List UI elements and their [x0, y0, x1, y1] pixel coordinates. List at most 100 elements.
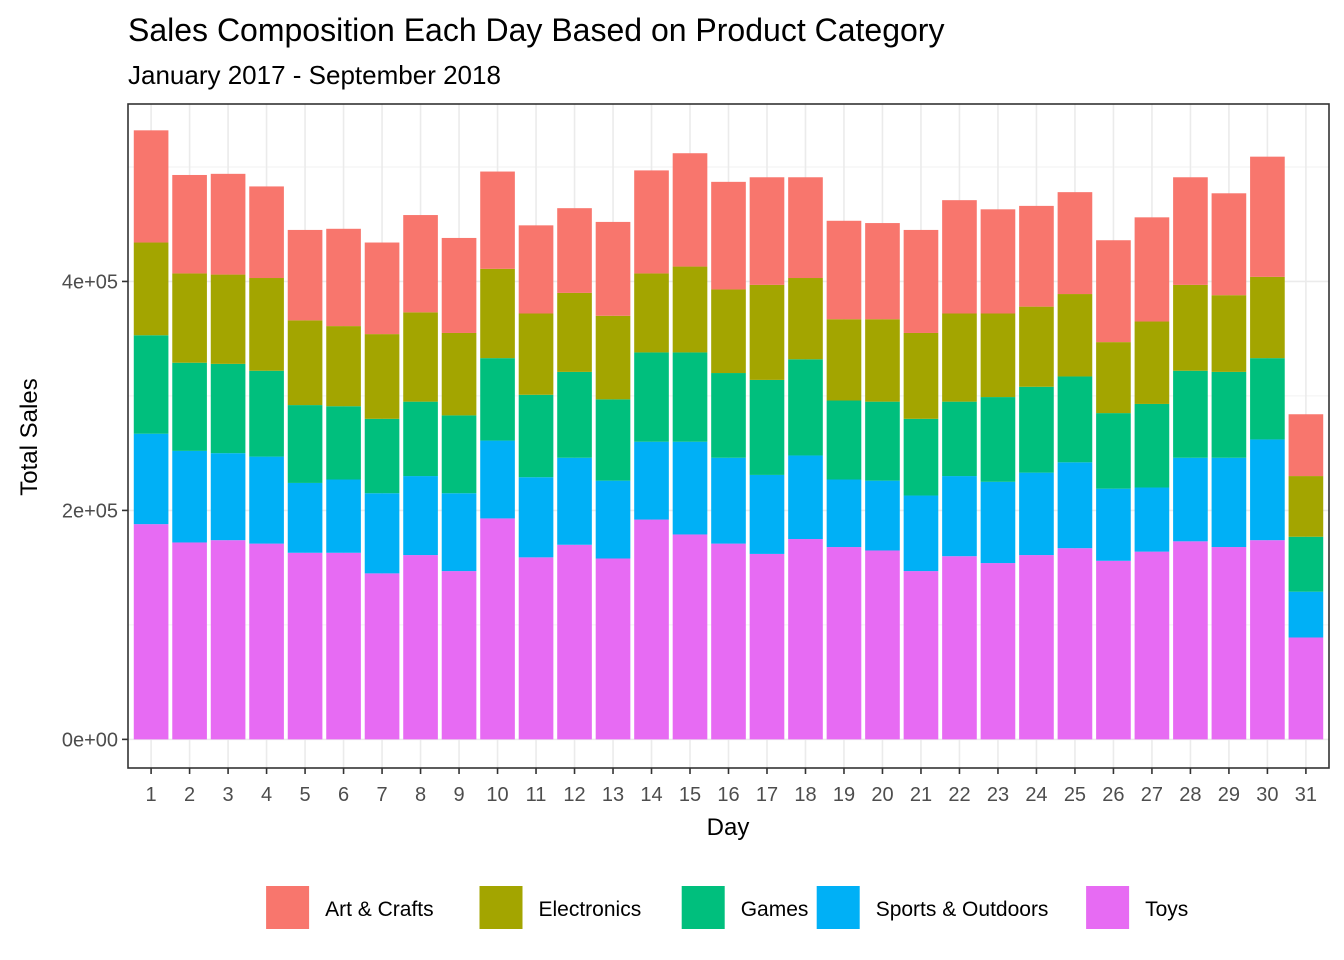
bar-segment — [403, 312, 438, 402]
bar-segment — [1057, 192, 1093, 295]
bar-segment — [210, 363, 246, 454]
bars-group — [133, 130, 1324, 740]
bar-segment — [249, 370, 284, 457]
bar-segment — [326, 406, 361, 480]
bar-segment — [287, 552, 323, 740]
bar-segment — [480, 358, 515, 441]
bar-segment — [403, 476, 438, 556]
bar-segment — [249, 278, 284, 371]
x-tick-label: 17 — [756, 784, 778, 806]
bar-segment — [441, 415, 477, 494]
bar-segment — [980, 313, 1016, 398]
bar-segment — [518, 394, 554, 478]
bar-segment — [287, 320, 323, 406]
bar-segment — [1057, 548, 1093, 740]
bar-segment — [557, 208, 592, 293]
bar-segment — [634, 273, 669, 353]
y-tick-label: 2e+05 — [62, 500, 118, 522]
bar-segment — [788, 359, 823, 456]
bar-segment — [1173, 457, 1208, 542]
bar-segment — [210, 173, 246, 275]
bar-segment — [403, 555, 438, 740]
x-tick-label: 23 — [987, 784, 1009, 806]
x-tick-label: 14 — [640, 784, 662, 806]
bar-segment — [557, 292, 592, 372]
bar-segment — [210, 274, 246, 364]
bar-segment — [711, 543, 746, 740]
x-tick-label: 25 — [1064, 784, 1086, 806]
bar-segment — [172, 450, 207, 543]
bar-segment — [942, 401, 977, 477]
bar-segment — [826, 220, 862, 320]
bar-segment — [749, 474, 785, 554]
bar-segment — [1173, 370, 1208, 458]
bar-segment — [364, 573, 400, 740]
y-axis-title: Total Sales — [16, 378, 43, 495]
legend-key — [816, 886, 860, 929]
x-tick-label: 4 — [261, 784, 272, 806]
bar-segment — [210, 453, 246, 541]
x-tick-label: 20 — [871, 784, 893, 806]
bar-segment — [980, 397, 1016, 482]
bar-segment — [1211, 457, 1247, 548]
bar-segment — [1173, 177, 1208, 285]
x-tick-label: 9 — [453, 784, 464, 806]
bar-segment — [133, 433, 169, 525]
bar-segment — [172, 362, 207, 451]
bar-segment — [1134, 487, 1170, 552]
bar-segment — [788, 177, 823, 279]
bar-segment — [172, 174, 207, 274]
bar-segment — [403, 215, 438, 313]
bar-segment — [672, 441, 708, 535]
bar-segment — [1019, 205, 1054, 307]
bar-segment — [1096, 342, 1131, 414]
bar-segment — [980, 563, 1016, 740]
bar-segment — [249, 456, 284, 544]
bar-segment — [441, 237, 477, 333]
x-tick-label: 8 — [415, 784, 426, 806]
bar-segment — [1019, 472, 1054, 556]
bar-segment — [172, 542, 207, 740]
bar-segment — [1057, 294, 1093, 377]
bar-segment — [1096, 560, 1131, 740]
bar-segment — [634, 441, 669, 520]
x-tick-label: 27 — [1141, 784, 1163, 806]
legend: Art & Crafts Electronics Games Sports & Out… — [266, 886, 1188, 929]
bar-segment — [133, 242, 169, 336]
legend-key — [479, 886, 523, 929]
bar-segment — [1057, 462, 1093, 549]
bar-segment — [1173, 284, 1208, 371]
bar-segment — [903, 571, 939, 740]
bar-segment — [1019, 306, 1054, 387]
x-tick-label: 1 — [146, 784, 157, 806]
legend-label: Electronics — [539, 898, 642, 921]
y-tick-label: 4e+05 — [62, 271, 118, 293]
bar-segment — [518, 557, 554, 740]
bar-segment — [865, 223, 900, 320]
bar-segment — [480, 171, 515, 269]
bar-segment — [1250, 276, 1285, 359]
bar-segment — [1057, 376, 1093, 463]
bar-segment — [672, 153, 708, 267]
legend-key — [266, 886, 310, 929]
bar-segment — [480, 440, 515, 519]
x-tick-label: 15 — [679, 784, 701, 806]
bar-segment — [326, 552, 361, 740]
bar-segment — [1134, 551, 1170, 740]
bar-segment — [903, 332, 939, 419]
bar-segment — [595, 315, 631, 400]
bar-segment — [326, 326, 361, 407]
bar-segment — [518, 477, 554, 558]
bar-segment — [364, 242, 400, 335]
legend-key — [1086, 886, 1130, 929]
bar-segment — [942, 476, 977, 557]
chart-subtitle: January 2017 - September 2018 — [128, 60, 501, 90]
legend-label: Art & Crafts — [325, 898, 434, 921]
x-tick-label: 24 — [1025, 784, 1047, 806]
bar-segment — [595, 480, 631, 559]
x-tick-label: 10 — [486, 784, 508, 806]
x-tick-label: 7 — [376, 784, 387, 806]
bar-segment — [672, 534, 708, 740]
